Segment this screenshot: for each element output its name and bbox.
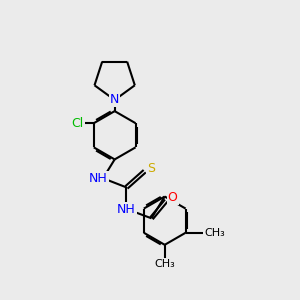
Text: NH: NH (89, 172, 108, 185)
Text: CH₃: CH₃ (154, 259, 175, 269)
Text: CH₃: CH₃ (205, 228, 226, 238)
Text: S: S (147, 162, 155, 175)
Text: Cl: Cl (71, 117, 84, 130)
Text: O: O (168, 191, 178, 204)
Text: N: N (110, 93, 119, 106)
Text: NH: NH (117, 203, 136, 216)
